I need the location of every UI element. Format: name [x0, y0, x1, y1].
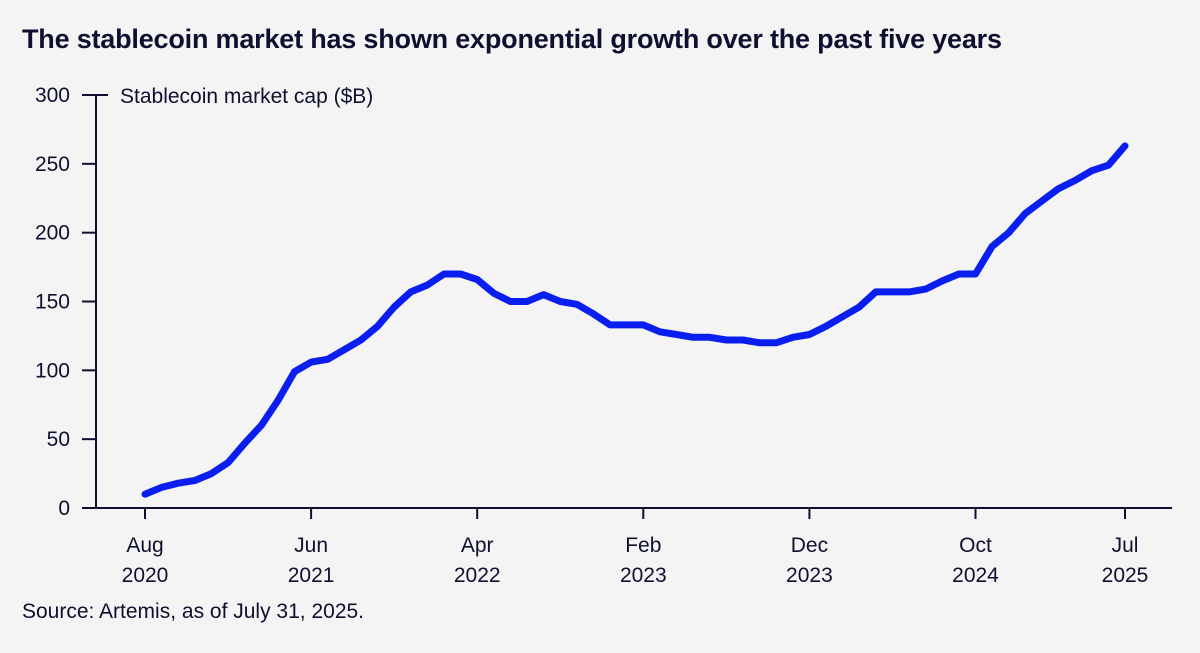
data-point [524, 298, 531, 305]
x-axis: Aug 2020 Jun 2021 Apr 2022 Feb 2023 Dec 2023 Oct 20… [82, 507, 1172, 587]
x-tick-label-year: 2021 [288, 564, 335, 587]
data-point [357, 337, 364, 344]
x-tick-label-year: 2020 [122, 564, 169, 587]
data-point [723, 337, 730, 344]
data-point [955, 271, 962, 278]
data-point [673, 331, 680, 338]
data-point [939, 277, 946, 284]
data-point [1005, 229, 1012, 236]
data-point [225, 459, 232, 466]
data-point [806, 331, 813, 338]
data-point [424, 282, 431, 289]
y-tick-label: 250 [35, 153, 70, 176]
series-line [141, 142, 1129, 498]
data-point [158, 484, 165, 491]
data-point [1072, 177, 1079, 184]
data-point [308, 359, 315, 366]
data-point [706, 334, 713, 341]
data-point [690, 334, 697, 341]
data-point [590, 310, 597, 317]
x-tick-label-year: 2023 [620, 564, 667, 587]
data-point [989, 243, 996, 250]
x-tick-label-month: Jul [1112, 534, 1139, 557]
data-point [241, 440, 248, 447]
x-tick-label-month: Apr [461, 534, 494, 557]
y-axis-title: Stablecoin market cap ($B) [120, 85, 373, 108]
data-point [823, 323, 830, 330]
data-point [839, 313, 846, 320]
data-point [324, 356, 331, 363]
data-point [573, 301, 580, 308]
y-tick-label: 300 [35, 84, 70, 107]
data-point [374, 323, 381, 330]
data-point [457, 271, 464, 278]
data-point [623, 321, 630, 328]
series-layer [141, 142, 1129, 498]
data-point [1105, 162, 1112, 169]
x-tick-label-month: Oct [959, 534, 992, 557]
data-point [175, 480, 182, 487]
y-tick-label: 150 [35, 291, 70, 314]
data-point [1122, 142, 1129, 149]
data-point [191, 477, 198, 484]
data-point [872, 288, 879, 295]
x-tick-label-month: Feb [625, 534, 661, 557]
data-point [889, 288, 896, 295]
data-point [208, 470, 215, 477]
data-point [1088, 167, 1095, 174]
data-point [856, 304, 863, 311]
data-point [922, 286, 929, 293]
data-point [1022, 210, 1029, 217]
y-tick-label: 0 [58, 497, 70, 520]
data-point [540, 291, 547, 298]
source-note: Source: Artemis, as of July 31, 2025. [22, 600, 365, 623]
x-tick-label-month: Aug [126, 534, 163, 557]
data-point [474, 276, 481, 283]
data-point [906, 288, 913, 295]
y-tick-label: 50 [47, 428, 70, 451]
chart-title: The stablecoin market has shown exponent… [22, 24, 1002, 54]
y-axis: 0 50 100 150 200 250 300 [35, 84, 108, 520]
data-point [557, 298, 564, 305]
y-tick-label: 100 [35, 359, 70, 382]
data-point [142, 491, 149, 498]
x-tick-label-month: Jun [294, 534, 328, 557]
data-point [507, 298, 514, 305]
data-point [756, 339, 763, 346]
data-point [291, 368, 298, 375]
data-point [1055, 185, 1062, 192]
data-point [789, 334, 796, 341]
x-tick-label-month: Dec [791, 534, 828, 557]
data-point [274, 397, 281, 404]
data-point [607, 321, 614, 328]
data-point [656, 328, 663, 335]
y-tick-label: 200 [35, 222, 70, 245]
data-point [773, 339, 780, 346]
data-point [258, 422, 265, 429]
data-point [1038, 198, 1045, 205]
data-point [407, 288, 414, 295]
data-point [341, 346, 348, 353]
x-tick-label-year: 2024 [952, 564, 999, 587]
x-tick-label-year: 2022 [454, 564, 501, 587]
x-tick-label-year: 2025 [1102, 564, 1149, 587]
data-point [640, 321, 647, 328]
data-point [490, 290, 497, 297]
x-tick-label-year: 2023 [786, 564, 833, 587]
data-point [972, 271, 979, 278]
data-point [391, 304, 398, 311]
data-point [441, 271, 448, 278]
data-point [740, 337, 747, 344]
